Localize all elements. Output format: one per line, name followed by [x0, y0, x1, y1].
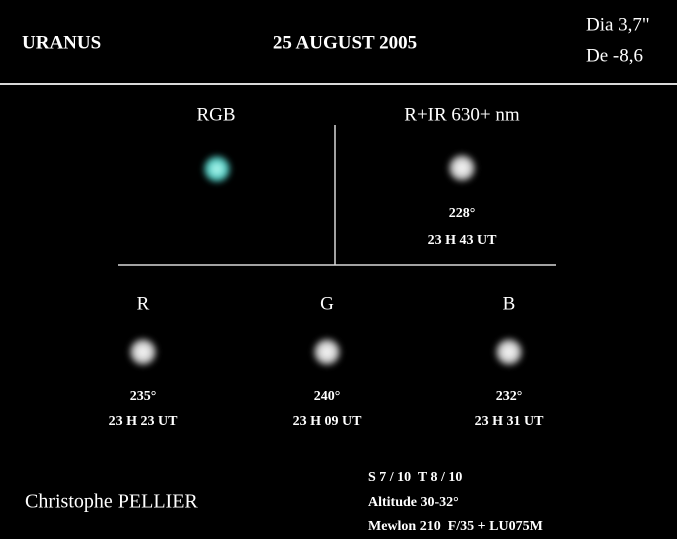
time: 23 H 43 UT [428, 233, 498, 248]
central-meridian: 228° [449, 206, 476, 221]
declination: De -8,6 [586, 45, 643, 66]
seeing: S 7 / 10 T 8 / 10 [368, 470, 462, 485]
panel-label: R+IR 630+ nm [404, 104, 520, 125]
time: 23 H 31 UT [475, 414, 545, 429]
planet-image [449, 155, 475, 181]
time: 23 H 09 UT [293, 414, 363, 429]
planet-image [204, 156, 230, 182]
central-meridian: 235° [130, 389, 157, 404]
central-meridian: 240° [314, 389, 341, 404]
date: 25 AUGUST 2005 [273, 32, 417, 53]
central-meridian: 232° [496, 389, 523, 404]
panel-label: B [503, 293, 516, 314]
instrument: Mewlon 210 F/35 + LU075M [368, 519, 543, 534]
panel-label: G [320, 293, 334, 314]
object-name: URANUS [22, 32, 101, 53]
panel-label: RGB [196, 104, 235, 125]
planet-image [314, 339, 340, 365]
diameter: Dia 3,7" [586, 14, 650, 35]
planet-image [130, 339, 156, 365]
planet-image [496, 339, 522, 365]
observer: Christophe PELLIER [25, 491, 198, 513]
altitude: Altitude 30-32° [368, 495, 459, 510]
time: 23 H 23 UT [109, 414, 179, 429]
panel-label: R [137, 293, 150, 314]
